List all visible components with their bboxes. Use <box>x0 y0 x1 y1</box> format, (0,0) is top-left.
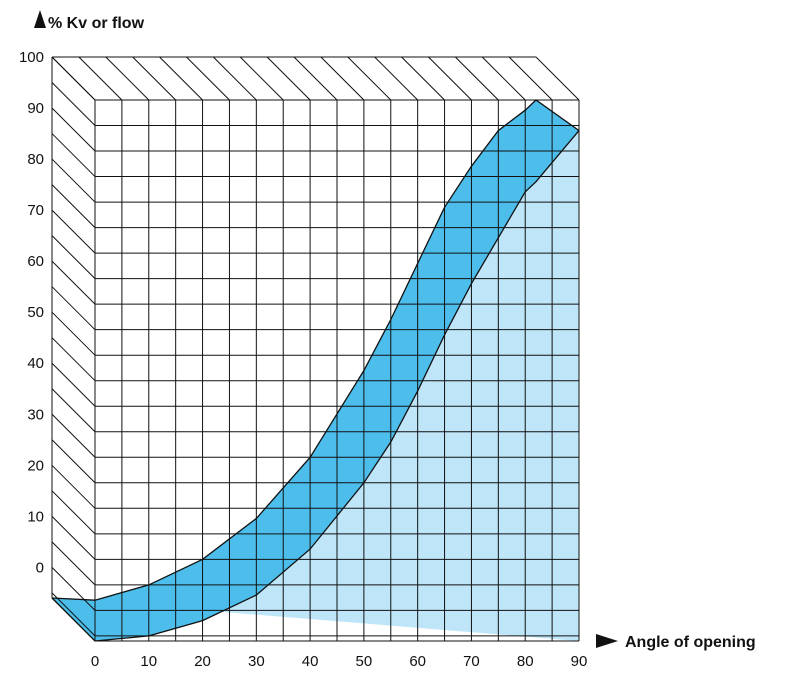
left-face-hatch-line <box>51 515 96 560</box>
top-face-hatch-line <box>239 56 284 101</box>
x-axis-arrow-icon <box>596 634 618 648</box>
y-tick-label: 40 <box>27 355 44 372</box>
top-face-hatch-line <box>105 56 150 101</box>
x-tick-label: 10 <box>140 653 157 670</box>
top-face-hatch-line <box>293 56 338 101</box>
left-face-hatch-line <box>51 133 96 177</box>
left-face-hatch-line <box>51 388 96 433</box>
left-face-hatch-line <box>51 56 96 101</box>
left-face-hatch-line <box>51 209 96 254</box>
top-face-hatch-line <box>481 56 526 101</box>
left-face-hatch-line <box>51 490 96 535</box>
left-face-hatch-line <box>51 82 96 126</box>
top-face-hatch-line <box>186 56 230 101</box>
top-face-hatch-line <box>159 56 203 101</box>
top-face-hatch-line <box>78 56 123 101</box>
y-tick-label: 100 <box>19 49 44 66</box>
left-face-hatch-line <box>51 439 96 484</box>
x-tick-label: 90 <box>571 653 588 670</box>
y-tick-label: 60 <box>27 253 44 270</box>
left-face-hatch-line <box>51 311 96 356</box>
left-face-hatch-line <box>51 235 96 279</box>
left-face-hatch-line <box>51 592 96 637</box>
top-face-hatch-line <box>428 56 472 101</box>
area-below-lower-curve <box>52 130 579 641</box>
top-face-hatch-line <box>347 56 392 101</box>
top-face-hatch-line <box>132 56 177 101</box>
y-axis-title: % Kv or flow <box>48 15 145 32</box>
label-layer: 0 10 20 30 40 50 60 70 80 90 100 0 10 20 30 40 50 60 70 80 9… <box>19 49 587 670</box>
x-tick-label: 80 <box>517 653 534 670</box>
y-tick-label: 70 <box>27 202 44 219</box>
left-face-hatch-line <box>51 567 96 611</box>
x-tick-label: 40 <box>302 653 319 670</box>
top-face-hatch-line <box>266 56 311 101</box>
x-axis-title: Angle of opening <box>625 634 756 651</box>
x-tick-label: 60 <box>409 653 426 670</box>
left-face-hatch-line <box>51 362 96 407</box>
y-tick-label: 10 <box>27 508 44 525</box>
left-face-hatch-line <box>51 337 96 382</box>
x-tick-label: 50 <box>356 653 373 670</box>
y-tick-label: 90 <box>27 100 44 117</box>
left-face-hatch-line <box>51 464 96 509</box>
y-tick-label: 20 <box>27 457 44 474</box>
x-tick-label: 0 <box>91 653 99 670</box>
top-face-hatch-line <box>320 56 365 101</box>
x-tick-label: 30 <box>248 653 265 670</box>
top-face-hatch-line <box>212 56 257 101</box>
y-axis-arrow-icon <box>34 10 46 28</box>
top-face-hatch-line <box>374 56 419 101</box>
y-tick-label: 80 <box>27 151 44 168</box>
left-face-hatch-line <box>51 413 96 458</box>
left-face-hatch-line <box>51 158 96 203</box>
flow-band-area <box>52 100 579 641</box>
x-tick-label: 70 <box>463 653 480 670</box>
y-tick-label: 0 <box>36 559 44 576</box>
y-tick-label: 50 <box>27 304 44 321</box>
area-fill-layer <box>52 100 579 641</box>
upper-flow-curve <box>51 99 580 601</box>
top-face-hatch-line <box>401 56 445 101</box>
curve-layer <box>51 99 580 642</box>
left-face-hatch-line <box>51 184 96 228</box>
left-face-hatch-line <box>51 541 96 586</box>
left-face-hatch-line <box>51 286 96 331</box>
top-face-hatch-line <box>535 56 580 101</box>
left-face-hatch-line <box>51 260 96 305</box>
x-tick-label: 20 <box>194 653 211 670</box>
top-face-hatch-line <box>508 56 553 101</box>
top-face-hatch-line <box>454 56 499 101</box>
left-face-hatch-line <box>51 107 96 152</box>
lower-flow-curve <box>51 130 580 642</box>
y-tick-label: 30 <box>27 406 44 423</box>
